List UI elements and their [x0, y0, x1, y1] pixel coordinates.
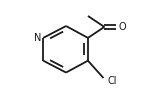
Text: Cl: Cl [107, 76, 117, 86]
Text: N: N [34, 33, 41, 43]
Text: O: O [119, 22, 127, 32]
